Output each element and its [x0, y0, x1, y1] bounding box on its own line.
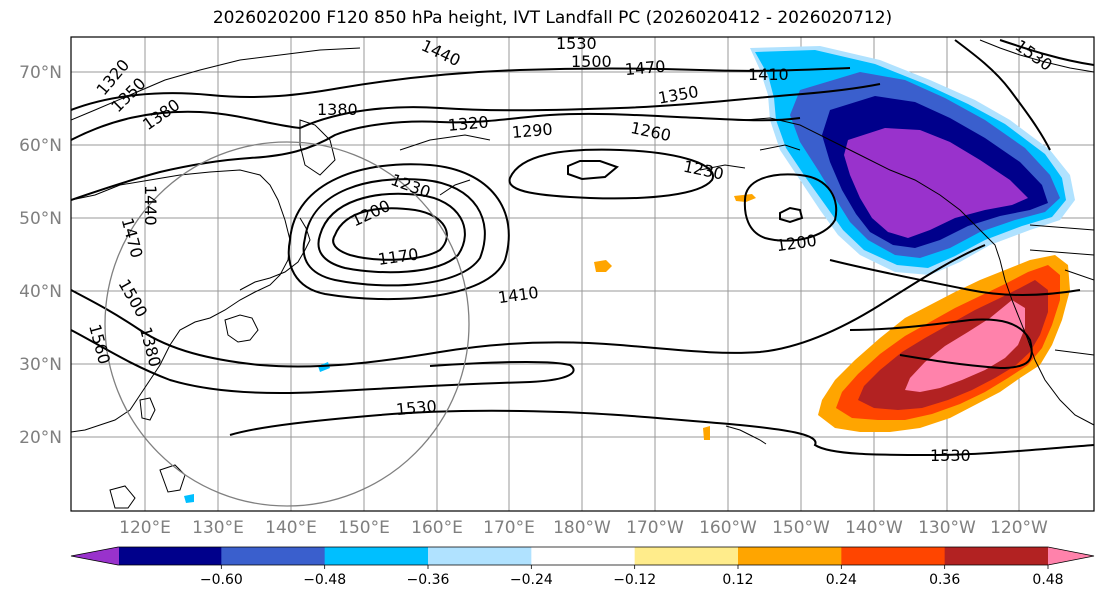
- lat-label-60n: 60°N: [19, 136, 62, 156]
- colorbar-segment: [324, 547, 429, 565]
- contour-label: 1500: [571, 52, 612, 71]
- contour-labels: 1320 1350 1380 1440 1530 1500 1470 1410 …: [85, 34, 1056, 465]
- colorbar-extend-low: [71, 547, 118, 565]
- lon-label: 150°E: [338, 518, 390, 538]
- colorbar-tick-label: −0.36: [407, 572, 450, 588]
- colorbar-segment: [221, 547, 326, 565]
- colorbar-tick-label: 0.12: [722, 572, 753, 588]
- colorbar-segment: [118, 547, 222, 565]
- colorbar-segment: [944, 547, 1049, 565]
- contour-label: 1530: [395, 397, 437, 419]
- lon-label: 180°W: [553, 518, 611, 538]
- colorbar-tick-label: 0.24: [826, 572, 857, 588]
- region-circle: [104, 141, 470, 507]
- map-area: 1320 1350 1380 1440 1530 1500 1470 1410 …: [71, 34, 1094, 511]
- colorbar-tick-label: −0.60: [200, 572, 243, 588]
- longitude-labels: 120°E 130°E 140°E 150°E 160°E 170°E 180°…: [119, 518, 1048, 538]
- lon-label: 130°E: [192, 518, 244, 538]
- lon-label: 160°W: [699, 518, 757, 538]
- colorbar-segment: [118, 547, 119, 565]
- latitude-labels: 70°N 60°N 50°N 40°N 30°N 20°N: [19, 63, 62, 448]
- contour-label: 1410: [748, 65, 789, 84]
- lat-label-30n: 30°N: [19, 355, 62, 375]
- colorbar-segment: [738, 547, 842, 565]
- lon-label: 140°E: [265, 518, 317, 538]
- colorbar-extend-high: [1048, 547, 1094, 565]
- colorbar-outline: [70, 546, 1095, 566]
- contour-label: 1470: [624, 57, 666, 79]
- lon-label: 120°W: [990, 518, 1048, 538]
- colorbar-segment: [841, 547, 946, 565]
- colorbar-tick-label: −0.12: [613, 572, 656, 588]
- coastlines: [71, 39, 1094, 509]
- colorbar: −0.60 −0.48 −0.36 −0.24 −0.12 0.12 0.24 0.36 0.4…: [70, 546, 1095, 588]
- negative-ivt-anomaly: [750, 46, 1075, 275]
- lon-label: 170°E: [483, 518, 535, 538]
- colorbar-tick-label: −0.24: [510, 572, 553, 588]
- map-frame: [70, 36, 1095, 512]
- colorbar-tick-label: 0.36: [929, 572, 960, 588]
- contour-label: 1320: [447, 112, 489, 134]
- colorbar-segment: [531, 547, 636, 565]
- colorbar-tick-label: 0.48: [1032, 572, 1063, 588]
- lat-label-40n: 40°N: [19, 282, 62, 302]
- map-title: 2026020200 F120 850 hPa height, IVT Land…: [212, 8, 893, 28]
- colorbar-segment: [634, 547, 739, 565]
- lon-label: 150°W: [772, 518, 830, 538]
- contour-label: 1440: [141, 185, 160, 226]
- contour-label: 1530: [930, 446, 971, 465]
- lon-label: 160°E: [411, 518, 463, 538]
- lon-label: 120°E: [119, 518, 171, 538]
- colorbar-tick-label: −0.48: [303, 572, 346, 588]
- lat-label-70n: 70°N: [19, 63, 62, 83]
- contour-label: 1530: [556, 34, 597, 53]
- lon-label: 170°W: [626, 518, 684, 538]
- contour-label: 1290: [511, 119, 553, 141]
- lat-label-20n: 20°N: [19, 428, 62, 448]
- contour-label: 1380: [317, 100, 358, 119]
- lon-label: 140°W: [845, 518, 903, 538]
- colorbar-segment: [428, 547, 532, 565]
- lon-label: 130°W: [918, 518, 976, 538]
- positive-ivt-anomaly: [184, 194, 1070, 503]
- height-contours: [71, 39, 1094, 457]
- lat-label-50n: 50°N: [19, 209, 62, 229]
